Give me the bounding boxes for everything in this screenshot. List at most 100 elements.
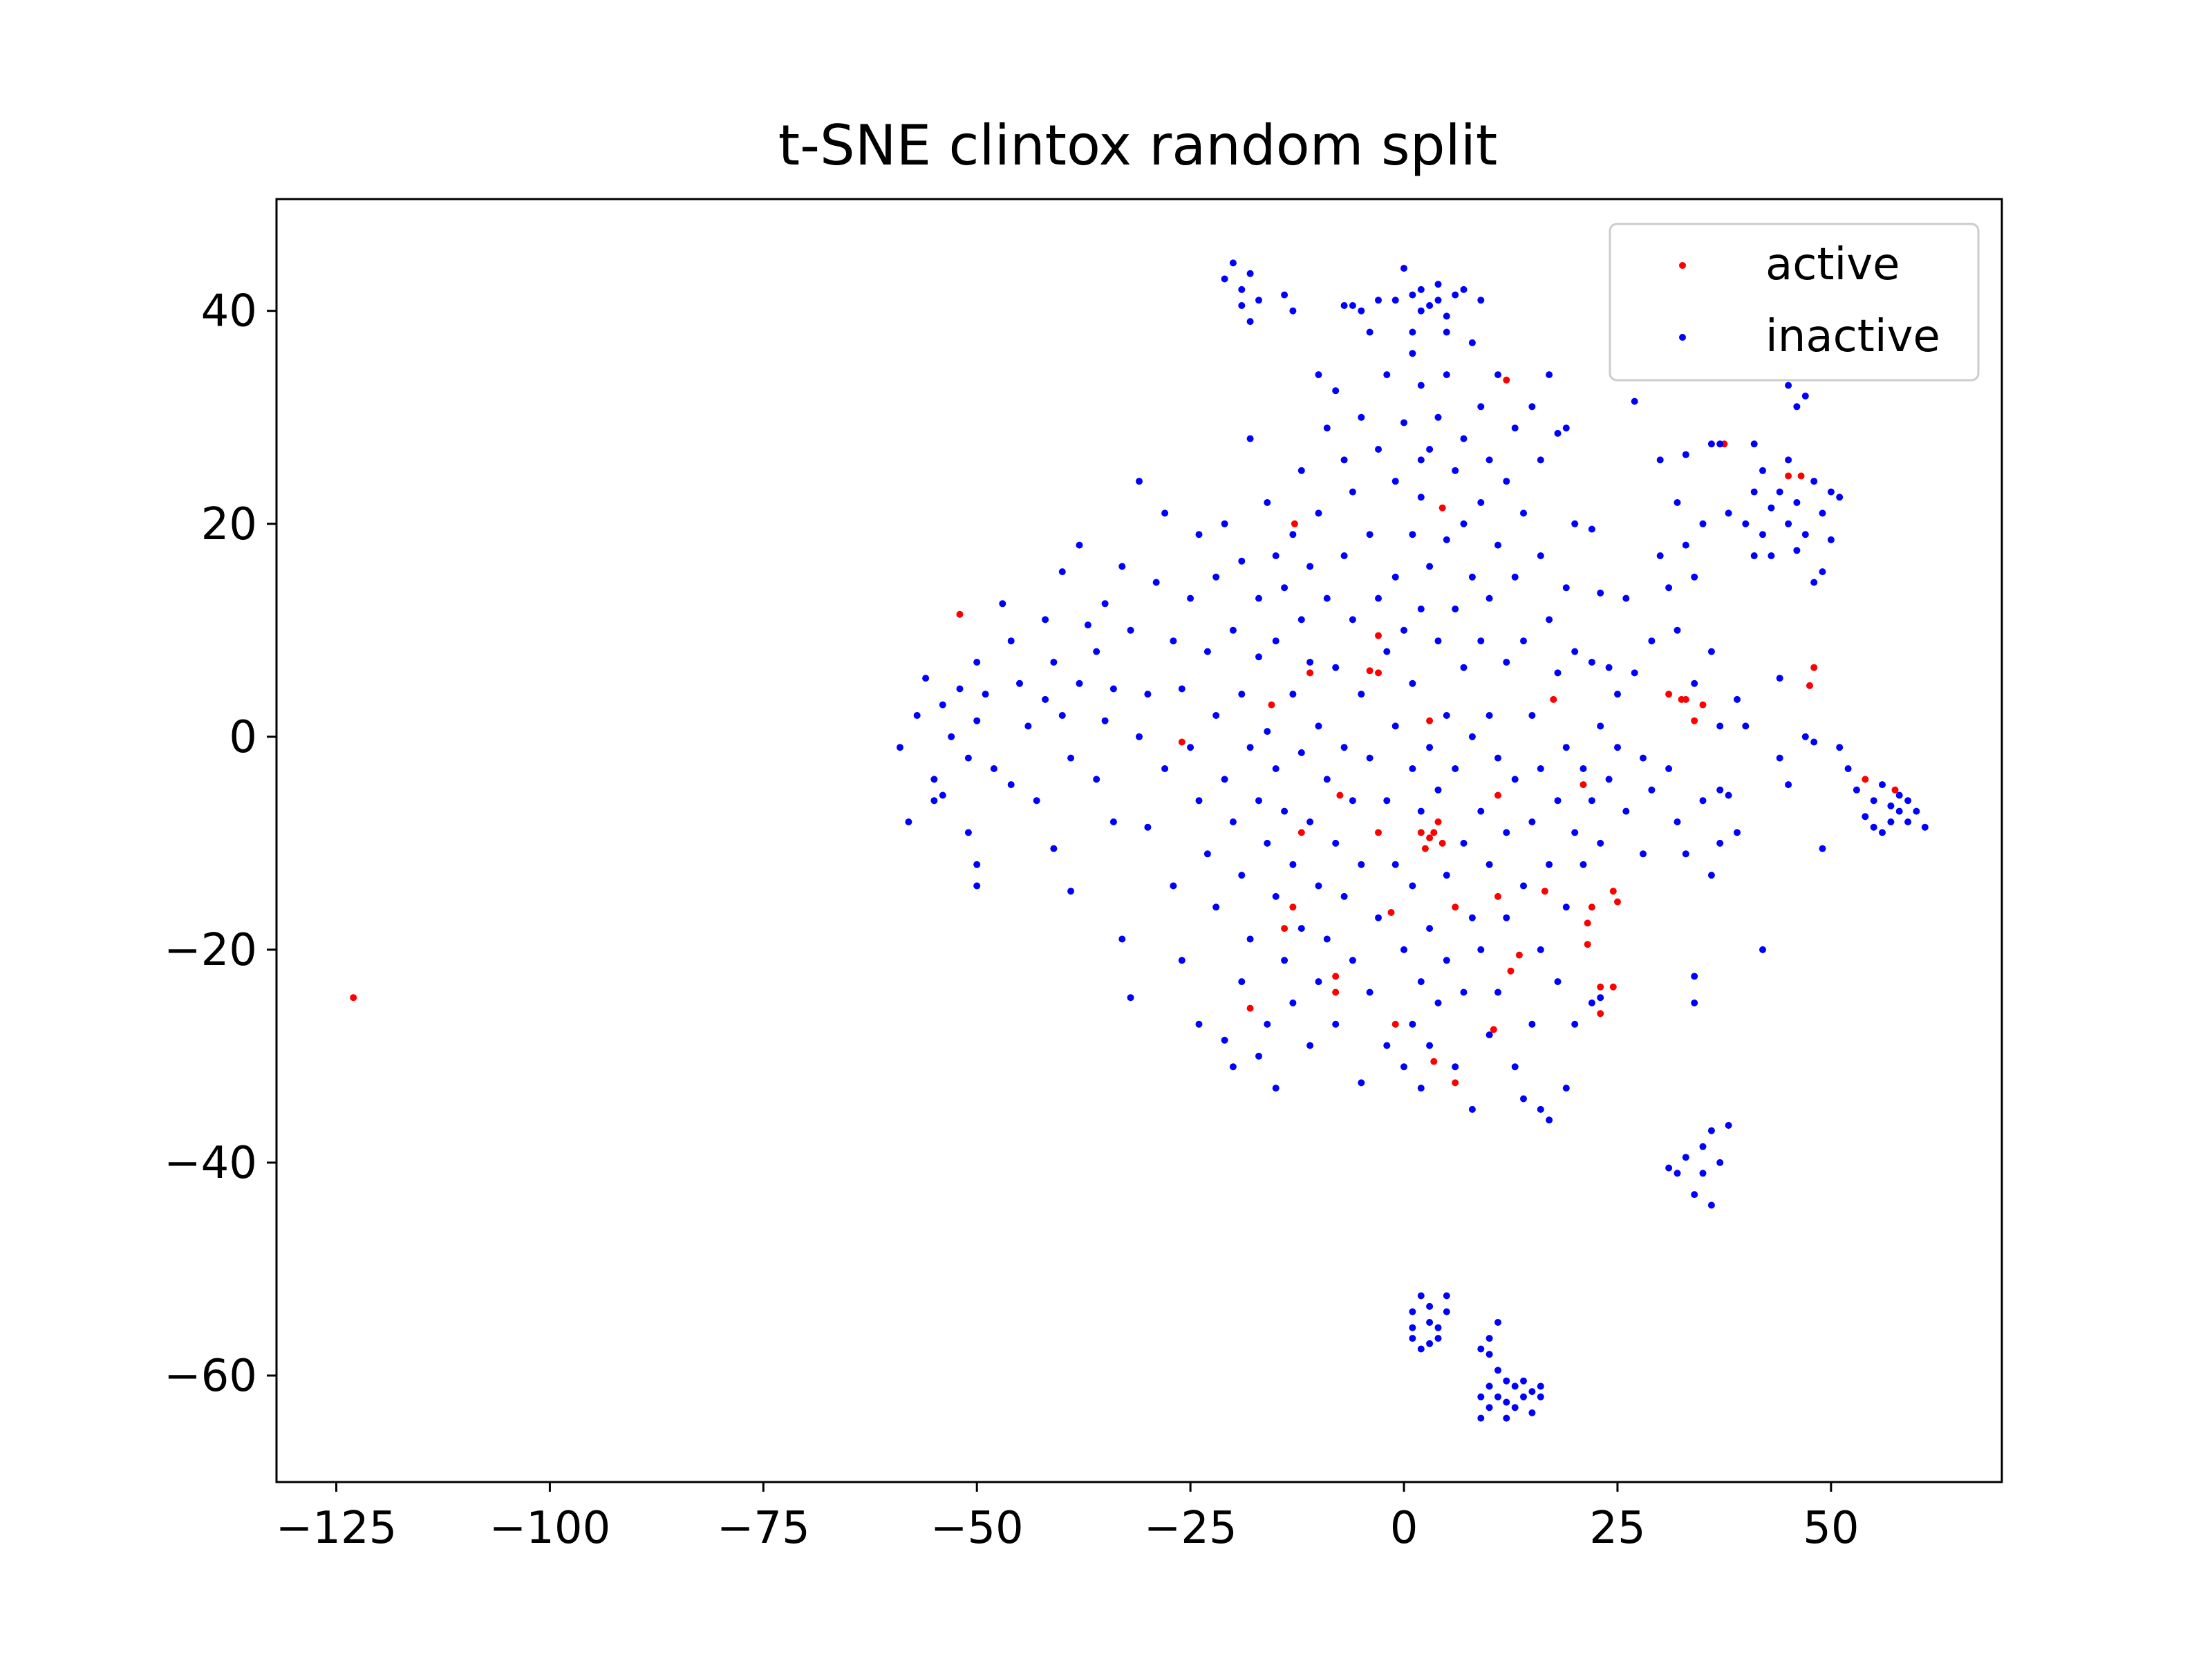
point-inactive-392	[1485, 1382, 1493, 1390]
point-inactive-408	[1485, 1335, 1493, 1342]
point-inactive-274	[1648, 786, 1656, 794]
point-inactive-223	[1520, 509, 1527, 517]
point-inactive-397	[1511, 1404, 1519, 1412]
point-inactive-403	[1537, 1393, 1544, 1400]
point-inactive-366	[1255, 297, 1262, 304]
point-inactive-192	[1460, 664, 1468, 671]
point-inactive-60	[1195, 1020, 1203, 1028]
point-inactive-295	[1699, 1143, 1707, 1150]
point-inactive-2	[913, 712, 921, 719]
point-inactive-400	[1520, 1377, 1527, 1385]
point-inactive-213	[1494, 754, 1501, 762]
point-inactive-262	[1597, 994, 1604, 1002]
point-active-16	[1387, 909, 1395, 916]
point-inactive-243	[1554, 978, 1562, 986]
x-tick-label: −50	[930, 1503, 1024, 1554]
point-active-55	[1891, 786, 1899, 794]
point-inactive-140	[1383, 371, 1391, 379]
point-inactive-222	[1511, 1063, 1519, 1071]
x-axis: −125 −100 −75 −50 −25 0 25 50	[276, 1482, 1859, 1554]
point-inactive-204	[1477, 807, 1485, 815]
point-inactive-20	[1007, 781, 1015, 789]
point-inactive-273	[1648, 637, 1656, 645]
point-inactive-331	[1793, 547, 1801, 554]
point-active-19	[1426, 717, 1434, 724]
point-inactive-13	[973, 717, 981, 724]
point-inactive-183	[1443, 957, 1450, 964]
point-inactive-272	[1640, 850, 1647, 858]
point-active-10	[1281, 925, 1288, 932]
point-inactive-227	[1528, 403, 1536, 411]
point-inactive-264	[1605, 776, 1613, 783]
point-inactive-378	[1417, 1292, 1425, 1300]
point-inactive-198	[1468, 914, 1476, 921]
point-inactive-102	[1297, 925, 1305, 932]
point-inactive-210	[1485, 1031, 1493, 1039]
point-inactive-335	[1810, 478, 1818, 485]
point-inactive-206	[1485, 456, 1493, 464]
point-inactive-354	[1895, 791, 1903, 799]
legend-box	[1609, 223, 1980, 382]
point-inactive-321	[1768, 552, 1775, 559]
point-inactive-233	[1537, 765, 1544, 772]
x-tick-label: 25	[1589, 1503, 1645, 1554]
point-inactive-156	[1409, 679, 1416, 687]
point-inactive-111	[1315, 978, 1322, 986]
point-inactive-124	[1349, 302, 1356, 309]
point-inactive-138	[1375, 594, 1382, 602]
point-inactive-225	[1520, 882, 1527, 890]
point-inactive-30	[1067, 754, 1075, 762]
point-active-25	[1417, 829, 1425, 836]
point-inactive-3	[922, 675, 930, 682]
point-inactive-125	[1349, 488, 1356, 496]
point-inactive-97	[1289, 861, 1297, 868]
point-inactive-86	[1264, 1020, 1271, 1028]
point-inactive-151	[1400, 946, 1407, 953]
point-inactive-279	[1665, 1164, 1673, 1172]
point-inactive-95	[1289, 531, 1297, 538]
point-inactive-91	[1272, 1085, 1280, 1092]
point-inactive-188	[1452, 1063, 1459, 1071]
point-inactive-252	[1571, 1020, 1579, 1028]
point-inactive-247	[1562, 903, 1570, 911]
point-inactive-398	[1511, 1382, 1519, 1390]
point-inactive-77	[1246, 744, 1254, 751]
point-inactive-201	[1477, 403, 1485, 411]
point-inactive-211	[1494, 371, 1501, 379]
point-inactive-8	[948, 733, 955, 740]
point-active-30	[1494, 892, 1501, 900]
point-inactive-303	[1716, 722, 1724, 730]
point-inactive-143	[1383, 1042, 1391, 1049]
point-inactive-49	[1152, 579, 1160, 586]
point-inactive-110	[1315, 882, 1322, 890]
point-inactive-323	[1776, 675, 1783, 682]
point-active-50	[1785, 472, 1792, 480]
point-inactive-237	[1546, 616, 1553, 624]
point-inactive-276	[1656, 456, 1664, 464]
point-inactive-16	[982, 691, 989, 698]
point-inactive-18	[999, 600, 1006, 608]
point-inactive-34	[1084, 621, 1091, 629]
point-inactive-144	[1391, 297, 1399, 304]
point-inactive-404	[1537, 1382, 1544, 1390]
point-inactive-370	[1358, 307, 1365, 315]
point-inactive-202	[1477, 499, 1485, 506]
point-inactive-324	[1776, 754, 1783, 762]
point-inactive-375	[1417, 456, 1425, 464]
point-active-29	[1490, 1026, 1497, 1033]
point-inactive-72	[1238, 557, 1246, 565]
point-active-0	[350, 994, 357, 1002]
point-inactive-39	[1109, 818, 1117, 825]
point-inactive-340	[1819, 845, 1826, 852]
point-inactive-244	[1562, 424, 1570, 432]
point-inactive-167	[1426, 302, 1434, 309]
point-inactive-357	[1904, 818, 1912, 825]
point-inactive-253	[1580, 765, 1587, 772]
point-active-57	[1678, 695, 1685, 703]
point-inactive-305	[1716, 839, 1724, 847]
point-inactive-14	[973, 861, 981, 868]
point-active-53	[1810, 664, 1818, 671]
point-inactive-294	[1699, 797, 1707, 805]
point-inactive-191	[1460, 520, 1468, 527]
point-inactive-47	[1144, 691, 1152, 698]
